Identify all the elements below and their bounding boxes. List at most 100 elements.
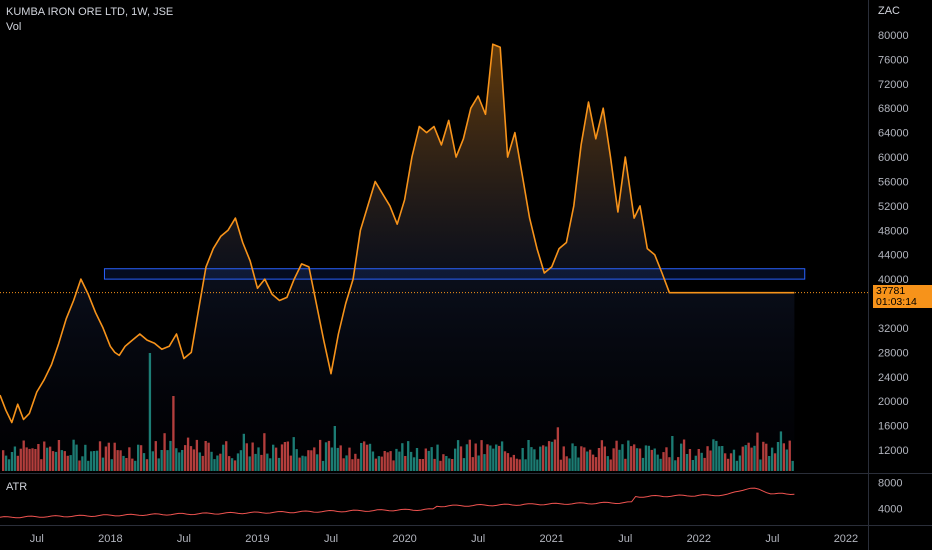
price-tick-label: 20000 [878, 396, 909, 408]
volume-bar [506, 453, 510, 471]
time-axis[interactable]: Jul 2018 Jul 2019 Jul 2020 Jul 2021 Jul 2022 Jul 20… [30, 533, 858, 545]
volume-bar [486, 444, 489, 471]
volume-bar [371, 451, 375, 471]
price-tick-label: 64000 [878, 128, 909, 140]
volume-bar [333, 426, 336, 471]
volume-bar [583, 447, 586, 471]
volume-bar [503, 451, 507, 471]
volume-bar [591, 454, 595, 471]
volume-bar [298, 457, 301, 471]
currency-label[interactable]: ZAC [878, 5, 900, 17]
volume-bar [515, 458, 518, 471]
volume-bar [189, 446, 193, 471]
volume-bar [321, 460, 325, 471]
volume-bar [759, 459, 762, 471]
volume-bar [46, 447, 49, 471]
volume-bar [630, 446, 633, 471]
volume-bar [465, 444, 469, 471]
volume-bar [674, 460, 677, 471]
volume-bar [600, 440, 604, 471]
volume-bar [685, 454, 689, 471]
volume-bar [606, 456, 609, 471]
volume-bar [662, 452, 665, 471]
volume-bar [31, 448, 34, 471]
volume-bar [178, 452, 181, 471]
volume-bar [568, 458, 571, 471]
price-axis[interactable]: 1200016000200002400028000320003600040000… [878, 30, 909, 457]
volume-bar [556, 427, 560, 471]
volume-bar [280, 444, 284, 471]
volume-bar [788, 440, 791, 471]
volume-bar [424, 448, 427, 471]
volume-bar [571, 443, 574, 471]
volume-bar [612, 448, 615, 471]
volume-bar [738, 455, 742, 471]
volume-bar [201, 455, 204, 471]
volume-bar [565, 456, 568, 471]
volume-bar [301, 455, 304, 471]
volume-bar [395, 448, 398, 471]
price-tick-label: 68000 [878, 103, 909, 115]
atr-tick-label: 8000 [878, 477, 902, 489]
volume-bar [671, 436, 674, 471]
volume-bar [4, 455, 8, 471]
volume-bar [304, 456, 307, 471]
symbol-title[interactable]: KUMBA IRON ORE LTD, 1W, JSE [6, 6, 174, 18]
price-line [0, 43, 795, 424]
volume-bar [348, 447, 351, 471]
volume-bar [101, 457, 105, 471]
volume-bar [559, 459, 562, 471]
volume-bar [351, 459, 354, 471]
volume-bar [544, 446, 548, 471]
volume-bar [148, 353, 152, 471]
volume-bar [139, 445, 143, 471]
volume-bar [412, 457, 416, 471]
volume-bar [500, 441, 504, 471]
volume-bar [98, 441, 102, 471]
price-tick-label: 72000 [878, 79, 909, 91]
price-tick-label: 32000 [878, 323, 909, 335]
volume-bar [553, 439, 557, 471]
volume-bar [345, 455, 348, 471]
price-tick-label: 12000 [878, 445, 909, 457]
volume-bar [665, 447, 668, 471]
atr-axis[interactable]: 4000 8000 [878, 477, 902, 515]
time-tick-label: 2022 [834, 533, 858, 545]
volume-bar [54, 451, 58, 471]
volume-bar [659, 458, 662, 471]
volume-bar [700, 452, 703, 471]
volume-bar [647, 445, 651, 471]
atr-legend[interactable]: ATR [6, 481, 28, 493]
volume-bar [263, 433, 266, 471]
volume-bar [236, 453, 240, 471]
volume-bar [119, 450, 122, 471]
volume-bar [732, 449, 736, 471]
volume-bar [770, 447, 774, 471]
volume-legend[interactable]: Vol [6, 21, 22, 33]
volume-bar [492, 448, 495, 471]
volume-bar [107, 442, 110, 471]
volume-bar [377, 456, 381, 471]
volume-bar [448, 458, 451, 471]
time-tick-label: Jul [765, 533, 779, 545]
support-zone[interactable] [103, 268, 806, 280]
volume-bar [192, 449, 196, 471]
volume-bar [128, 447, 131, 471]
volume-bar [495, 444, 498, 471]
volume-bar [134, 460, 137, 471]
volume-bar [445, 456, 448, 471]
volume-bar [216, 455, 219, 471]
volume-bar [40, 459, 43, 471]
volume-bar [175, 448, 178, 471]
volume-bar [468, 439, 471, 471]
volume-bar [365, 444, 369, 471]
price-tick-label: 60000 [878, 152, 909, 164]
volume-bar [327, 440, 331, 471]
volume-bar [753, 445, 756, 471]
volume-bar [756, 432, 759, 471]
volume-bar [524, 459, 527, 471]
volume-bar [51, 451, 55, 471]
volume-bar [292, 437, 295, 471]
